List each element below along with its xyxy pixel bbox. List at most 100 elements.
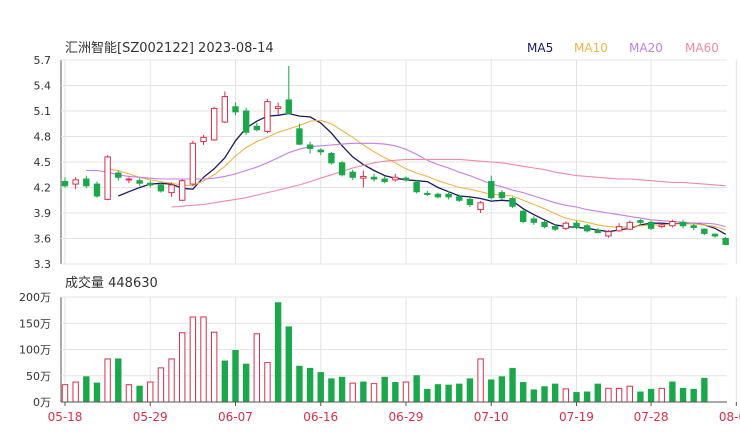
price-tick-label: 3.6 [34,233,52,246]
candle-down [445,193,452,198]
candle-down [424,192,431,195]
legend: MA5 MA10 MA20 MA60 [527,41,719,55]
volume-bar-up [61,384,69,403]
candle-down [594,229,601,234]
volume-bar-down [242,363,250,403]
ma-line-ma60 [171,158,726,208]
candle-down [701,228,708,234]
candle-down [232,106,239,113]
price-tick-label: 3.3 [34,258,52,271]
volume-bar-up [157,367,165,403]
volume-bar-up [615,387,623,403]
candle-down [679,221,687,227]
candle-down [338,162,346,176]
price-y-axis: 5.7 5.4 5.1 4.8 4.5 4.2 3.9 3.6 3.3 [34,54,52,271]
candle-up [210,107,218,141]
volume-bar-down [392,382,399,403]
candle-up [605,231,612,237]
volume-bar-down [296,365,303,403]
volume-tick-label: 0万 [33,396,51,409]
candle-down [711,233,719,237]
volume-bar-up [402,381,410,403]
volume-bar-up [349,382,356,403]
candle-down [466,198,474,205]
x-tick-label: 08-08 [719,410,740,424]
volume-bar-up [210,331,218,403]
x-tick-label: 07-28 [634,410,669,424]
candle-down [509,198,516,207]
volume-title: 成交量 448630 [65,275,158,291]
price-tick-label: 4.2 [34,182,52,195]
volume-bar-up [189,316,197,403]
volume-bar-down [232,350,239,403]
volume-bar-down [317,372,324,403]
volume-bar-down [434,384,442,403]
candle-up [72,179,79,185]
candle-up [669,221,676,227]
candle-down [296,128,303,145]
volume-bar-up [179,332,186,403]
candle-down [488,181,495,199]
candle-down [242,110,250,133]
volume-bar-down [637,391,644,403]
volume-bar-up [168,358,175,403]
candle-down [93,183,101,197]
volume-bar-down [306,367,314,403]
candle-down [253,125,261,131]
candle-down [83,178,90,187]
volume-bar-down [530,389,538,403]
candle-down [456,196,463,201]
volume-bar-down [456,383,463,403]
volume-bar-down [338,376,346,403]
price-tick-label: 5.1 [34,105,52,118]
volume-bar-down [594,383,601,403]
volume-bar-down [285,326,292,403]
volume-bar-series [61,302,708,403]
candle-up [200,136,207,143]
volume-bar-up [104,358,111,403]
volume-bar-up [605,387,612,403]
volume-bar-down [360,381,367,403]
candle-down [498,192,506,199]
legend-ma10: MA10 [574,41,608,55]
volume-bar-up [264,362,271,403]
volume-bar-down [583,391,591,403]
candle-down [413,181,420,193]
candle-down [328,153,335,164]
volume-bar-up [370,383,378,403]
candle-down [157,184,165,192]
candle-up [615,226,623,232]
candle-up [221,96,229,123]
volume-bar-down [690,388,697,403]
volume-bar-up [477,358,484,403]
volume-bar-down [381,376,388,403]
volume-bar-up [562,388,570,403]
candle-down [690,225,697,228]
volume-bar-down [520,382,527,403]
price-tick-label: 4.8 [34,131,52,144]
candle-down [583,225,591,232]
volume-bar-down [83,376,90,403]
volume-bar-up [626,385,633,403]
candle-down [136,180,143,184]
price-tick-label: 3.9 [34,207,52,220]
volume-bar-down [701,377,708,403]
candle-up [264,101,271,132]
volume-tick-label: 50万 [26,370,51,383]
volume-bar-down [115,358,122,403]
candle-down [520,210,527,223]
price-tick-label: 5.7 [34,54,52,67]
x-tick-label: 05-29 [133,410,168,424]
volume-bar-down [466,378,474,403]
candlestick-series [61,65,729,246]
candle-down [402,177,410,181]
candle-down [370,176,378,180]
volume-bar-down [413,375,420,403]
volume-bar-up [200,316,207,403]
volume-bar-down [679,387,687,403]
candle-down [349,171,356,178]
x-tick-label: 06-16 [303,410,338,424]
ma-line-ma5 [118,112,727,235]
volume-bar-down [541,386,548,403]
